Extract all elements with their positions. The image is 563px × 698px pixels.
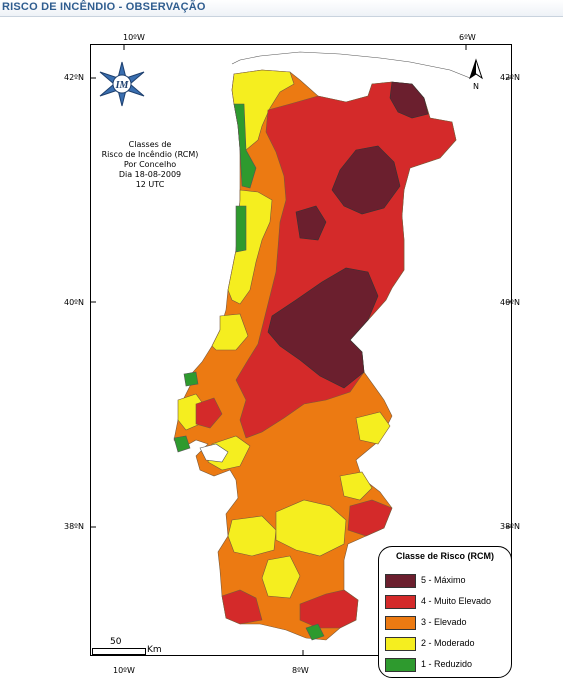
page-title: RISCO DE INCÊNDIO - OBSERVAÇÃO (2, 1, 206, 13)
spain-border (231, 51, 471, 79)
legend-title: Classe de Risco (RCM) (395, 551, 495, 561)
lat-label-38-right: 38ºN (500, 522, 520, 531)
lon-label-top-left: 10ºW (123, 33, 145, 42)
region-reduzido-peniche (183, 371, 199, 387)
region-reduzido-lisbon (173, 435, 191, 453)
legend-swatch (385, 616, 416, 630)
legend-label: 1 - Reduzido (421, 659, 473, 669)
caption-line: Por Concelho (123, 160, 177, 169)
lon-label-top-right: 6ºW (459, 33, 476, 42)
north-arrow-icon: N (465, 58, 487, 92)
lat-label-42-right: 42ºN (500, 73, 520, 82)
region-moderado-alentejo-west (227, 515, 277, 557)
scale-bar: 50 Km (92, 637, 172, 659)
scale-value: 50 (110, 637, 122, 647)
region-moderado-west (211, 313, 249, 351)
legend: Classe de Risco (RCM) 5 - Máximo 4 - Mui… (378, 546, 512, 678)
region-maximo-east (267, 267, 379, 389)
lat-label-40-right: 40ºN (500, 298, 520, 307)
legend-swatch (385, 637, 416, 651)
region-moderado-alentejo-central (275, 499, 347, 557)
tagus-estuary (199, 443, 229, 463)
region-muito-elevado-southeast (347, 499, 393, 537)
caption-line: Risco de Incêndio (RCM) (101, 150, 199, 159)
lat-label-42-left: 42ºN (64, 73, 84, 82)
region-maximo-center-west (295, 205, 327, 241)
legend-label: 5 - Máximo (421, 575, 466, 585)
region-muito-elevado-sw (221, 589, 263, 625)
region-muito-elevado-algarve (299, 589, 359, 629)
logo-text: IM (115, 80, 130, 91)
region-reduzido-nw (233, 103, 257, 189)
legend-item-moderado: 2 - Moderado (385, 636, 509, 652)
region-moderado-northeast (355, 411, 391, 445)
lon-label-bottom-mid: 8ºW (292, 666, 309, 675)
region-maximo-central (331, 145, 401, 215)
region-moderado-south (261, 555, 301, 599)
region-maximo-northeast (389, 81, 429, 119)
lon-label-bottom-left: 10ºW (113, 666, 135, 675)
region-muito-elevado-coast (195, 397, 223, 429)
lat-label-38-left: 38ºN (64, 522, 84, 531)
legend-swatch (385, 595, 416, 609)
legend-item-muito-elevado: 4 - Muito Elevado (385, 594, 509, 610)
legend-label: 4 - Muito Elevado (421, 596, 492, 606)
legend-label: 3 - Elevado (421, 617, 467, 627)
im-logo: IM (98, 60, 146, 108)
legend-label: 2 - Moderado (421, 638, 475, 648)
caption-line: Dia 18-08-2009 (118, 170, 182, 179)
region-moderado-east (339, 471, 373, 501)
region-reduzido-algarve (305, 623, 325, 641)
map-caption: Classes de Risco de Incêndio (RCM) Por C… (95, 140, 205, 190)
legend-swatch (385, 574, 416, 588)
legend-swatch (385, 658, 416, 672)
legend-item-elevado: 3 - Elevado (385, 615, 509, 631)
legend-item-maximo: 5 - Máximo (385, 573, 509, 589)
caption-line: Classes de (128, 140, 172, 149)
page-header: RISCO DE INCÊNDIO - OBSERVAÇÃO (0, 0, 563, 17)
north-label: N (473, 82, 479, 91)
caption-line: 12 UTC (135, 180, 165, 189)
scale-unit: Km (147, 645, 162, 655)
legend-item-reduzido: 1 - Reduzido (385, 657, 509, 673)
region-reduzido-coast (235, 205, 247, 253)
lat-label-40-left: 40ºN (64, 298, 84, 307)
